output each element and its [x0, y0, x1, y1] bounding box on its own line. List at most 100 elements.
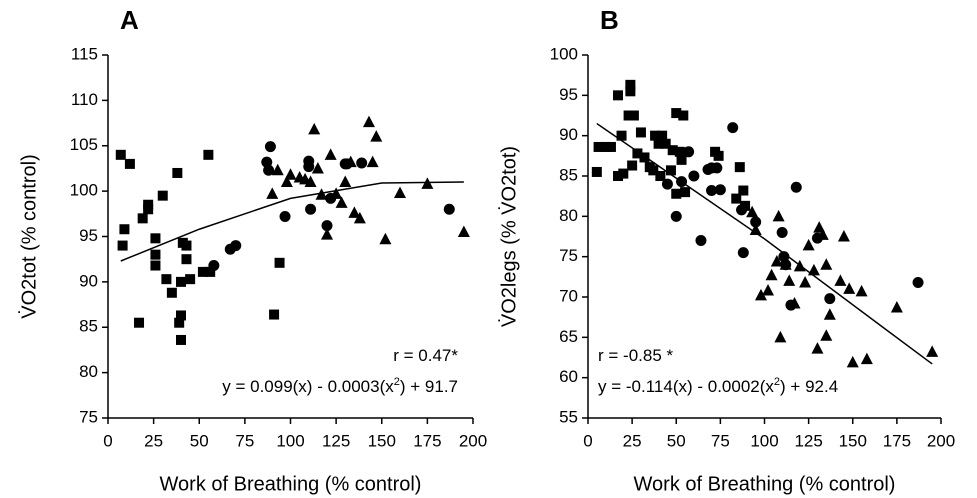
point — [205, 266, 216, 277]
annotation-part: y = 0.099(x) - 0.0003(x — [222, 377, 394, 396]
point — [688, 170, 700, 182]
point — [671, 108, 682, 119]
x-tick-label: 175 — [883, 431, 911, 450]
point — [765, 268, 778, 281]
point — [912, 276, 924, 288]
point — [143, 204, 154, 215]
fit-line — [596, 122, 933, 365]
point — [628, 110, 639, 121]
panel-label: B — [600, 5, 619, 35]
x-tick-label: 125 — [794, 431, 822, 450]
point — [269, 309, 280, 320]
y-tick-label: 95 — [559, 85, 578, 104]
point — [284, 168, 297, 180]
x-tick-label: 150 — [368, 431, 396, 450]
point — [737, 247, 749, 259]
point — [591, 166, 602, 177]
point — [834, 274, 847, 286]
point — [330, 187, 343, 199]
point — [727, 122, 739, 134]
point — [321, 228, 333, 240]
point — [635, 127, 646, 138]
point — [348, 206, 361, 218]
point — [280, 175, 293, 188]
point — [816, 228, 829, 240]
point — [648, 165, 659, 176]
point — [176, 276, 186, 287]
point — [788, 296, 801, 309]
point — [623, 110, 634, 121]
y-tick-label: 65 — [559, 327, 578, 346]
point — [770, 255, 783, 267]
point — [632, 148, 643, 159]
point — [150, 260, 161, 271]
point — [308, 122, 321, 135]
point — [820, 258, 833, 270]
point — [305, 203, 317, 215]
point — [605, 141, 616, 152]
point — [802, 238, 815, 251]
y-tick-label: 55 — [559, 407, 578, 426]
point — [613, 90, 624, 101]
x-tick-label: 75 — [235, 431, 254, 450]
point — [731, 193, 742, 204]
point — [166, 287, 177, 298]
point — [695, 235, 707, 247]
point — [671, 188, 682, 199]
x-tick-label: 0 — [583, 431, 592, 450]
point — [890, 300, 903, 313]
point — [824, 293, 836, 305]
y-tick-label: 95 — [79, 226, 98, 245]
point — [315, 188, 328, 200]
x-tick-label: 175 — [413, 431, 441, 450]
y-tick-label: 90 — [559, 125, 578, 144]
point — [335, 196, 348, 208]
point — [370, 130, 383, 142]
point — [776, 226, 788, 238]
point — [779, 258, 792, 270]
y-tick-label: 105 — [70, 135, 98, 154]
y-axis-title: V̇O2legs (% V̇O2tot) — [498, 146, 520, 327]
annotation-part: ) + 92.4 — [780, 377, 838, 396]
point — [263, 164, 275, 176]
y-tick-label: 80 — [79, 362, 98, 381]
annotation: r = 0.47* — [393, 346, 458, 365]
point — [600, 141, 611, 152]
point — [613, 171, 624, 181]
point — [119, 224, 130, 235]
point — [653, 138, 664, 149]
point — [627, 160, 638, 171]
annotation: y = -0.114(x) - 0.0002(x2) + 92.4 — [598, 376, 838, 397]
point — [670, 210, 682, 222]
point — [774, 330, 787, 343]
point — [650, 130, 661, 141]
point — [820, 329, 833, 341]
point — [593, 141, 604, 152]
point — [339, 175, 352, 188]
point — [680, 187, 691, 198]
x-tick-label: 150 — [839, 431, 867, 450]
point — [625, 79, 636, 90]
point — [676, 154, 687, 165]
y-axis-title: V̇O2tot (% control) — [18, 154, 40, 319]
y-tick-label: 75 — [79, 407, 98, 426]
panel-label: A — [120, 5, 139, 35]
point — [208, 260, 220, 272]
y-tick-label: 85 — [79, 317, 98, 336]
point — [137, 213, 148, 224]
x-tick-label: 100 — [276, 431, 304, 450]
point — [616, 130, 627, 141]
x-tick-label: 50 — [667, 431, 686, 450]
point — [303, 155, 315, 167]
point — [665, 165, 676, 176]
point — [625, 86, 636, 97]
y-tick-label: 75 — [559, 246, 578, 265]
point — [356, 157, 368, 169]
point — [115, 149, 126, 160]
point — [230, 240, 242, 252]
point — [655, 171, 666, 181]
point — [181, 240, 192, 251]
point — [807, 263, 820, 276]
panel: A 75 80 85 90 95 100 105 110 115 0 25 50 75 100 125 150 1… — [18, 5, 487, 495]
